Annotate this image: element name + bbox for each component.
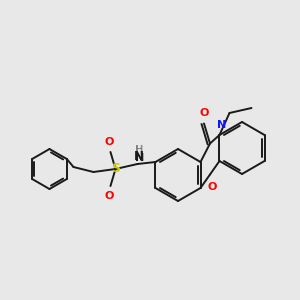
Text: O: O bbox=[207, 182, 217, 191]
Text: N: N bbox=[134, 150, 143, 163]
Text: O: O bbox=[105, 137, 114, 147]
Text: H: H bbox=[135, 145, 142, 155]
Text: N: N bbox=[135, 153, 144, 163]
Text: H: H bbox=[136, 145, 143, 155]
Text: S: S bbox=[111, 163, 120, 176]
Text: O: O bbox=[105, 191, 114, 201]
Text: O: O bbox=[199, 107, 209, 118]
Text: N: N bbox=[217, 120, 226, 130]
